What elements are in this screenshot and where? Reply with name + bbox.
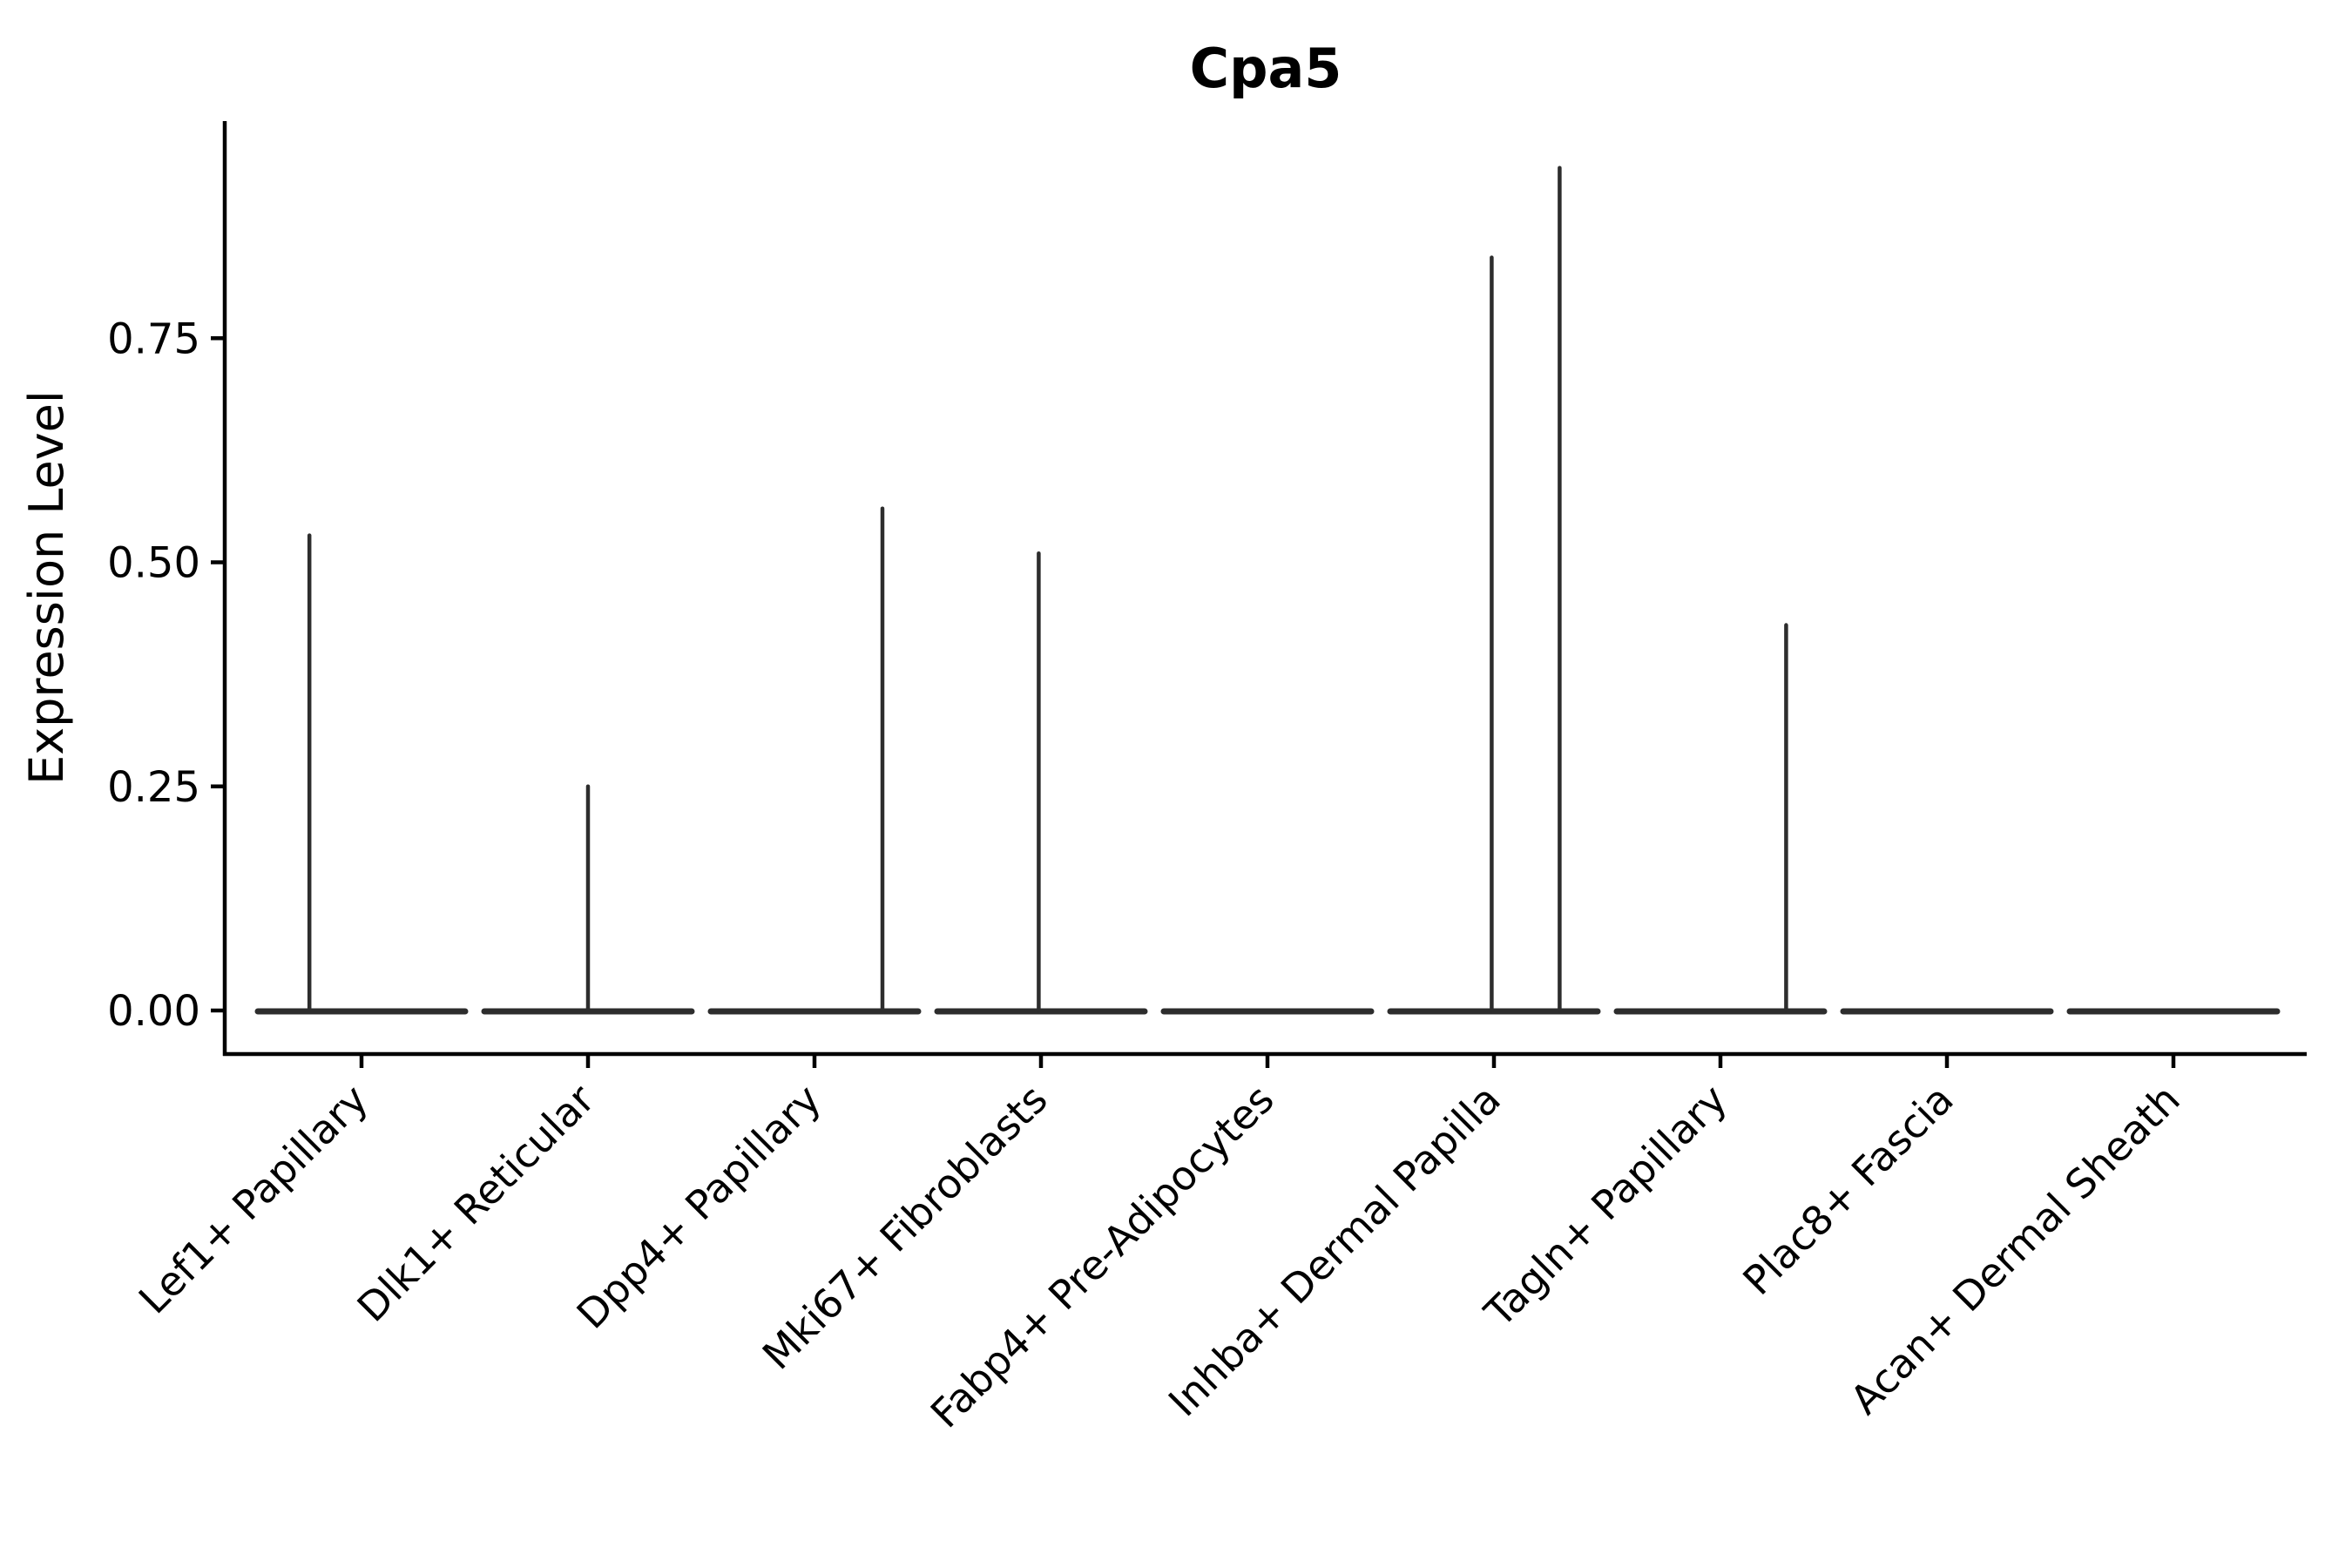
y-tick-label: 0.75 (107, 314, 200, 363)
plot-title: Cpa5 (1190, 37, 1342, 100)
y-tick-label: 0.50 (107, 539, 200, 588)
y-tick-label: 0.25 (107, 763, 200, 812)
y-tick-label: 0.00 (107, 987, 200, 1036)
y-axis-title: Expression Level (19, 390, 74, 785)
